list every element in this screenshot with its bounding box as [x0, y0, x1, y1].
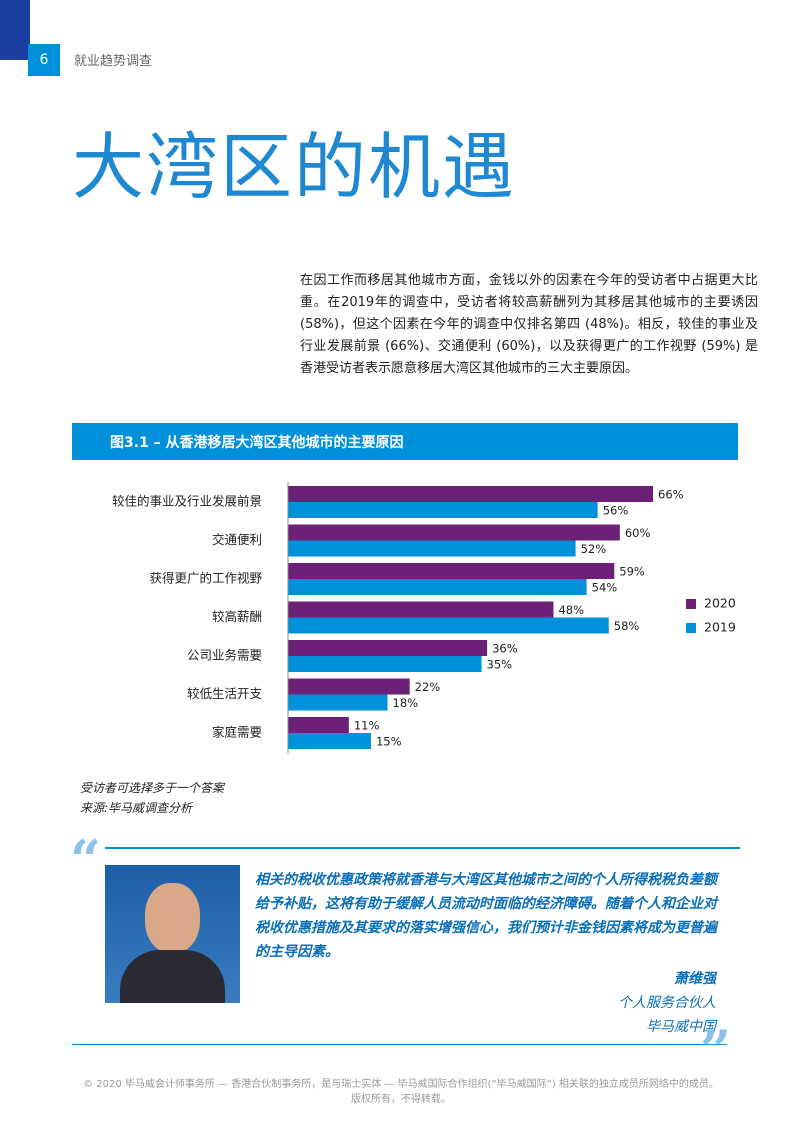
value-label: 15%: [376, 735, 402, 749]
value-label: 35%: [487, 658, 513, 672]
bar: [288, 540, 576, 557]
bar: [288, 524, 620, 541]
bar: [288, 733, 371, 749]
page-number: 6: [28, 44, 60, 76]
category-label: 公司业务需要: [187, 648, 262, 663]
legend-label: 2020: [704, 596, 736, 611]
value-label: 48%: [558, 603, 584, 617]
bar: [288, 579, 587, 595]
value-label: 18%: [393, 696, 419, 710]
bar: [288, 717, 349, 733]
value-label: 60%: [625, 526, 651, 540]
legend-swatch: [686, 599, 696, 609]
value-label: 58%: [614, 619, 640, 633]
value-label: 54%: [592, 581, 618, 595]
quote-text: 相关的税收优惠政策将就香港与大湾区其他城市之间的个人所得税税负差额给予补贴，这将…: [255, 872, 717, 960]
chart: 较佳的事业及行业发展前景 66% 56% 交通便利 60% 52% 获得更广的工作视野 59%…: [112, 482, 736, 754]
bar: [288, 694, 388, 711]
quote-mark: ”: [700, 1018, 732, 1082]
chart-title: 图3.1 – 从香港移居大湾区其他城市的主要原因: [110, 435, 404, 451]
bar: [288, 656, 482, 672]
quote-org: 毕马威中国: [646, 1019, 716, 1035]
page-title: 大湾区的机遇: [72, 125, 517, 209]
section-name: 就业趋势调查: [74, 54, 153, 69]
rule: [105, 847, 740, 849]
figure-banner: [72, 423, 738, 460]
value-label: 22%: [415, 680, 441, 694]
value-label: 56%: [603, 504, 629, 518]
bar: [288, 640, 488, 656]
body-text: 在因工作而移居其他城市方面，金钱以外的因素在今年的受访者中占据更大比重。在201…: [300, 273, 758, 376]
footer-line: 版权所有，不得转载。: [351, 1094, 451, 1105]
category-label: 交通便利: [212, 532, 262, 547]
value-label: 11%: [354, 719, 380, 733]
legend-swatch: [686, 623, 696, 633]
bar: [288, 601, 554, 618]
category-label: 较佳的事业及行业发展前景: [112, 494, 262, 509]
rule: [72, 1044, 727, 1045]
bar: [288, 486, 653, 502]
footer: © 2020 毕马威会计师事务所 — 香港合伙制事务所，是与瑞士实体 — 毕马威…: [40, 1077, 762, 1107]
value-label: 59%: [619, 565, 645, 579]
quote-mark: “: [70, 828, 102, 892]
value-label: 36%: [492, 642, 518, 656]
note: 受访者可选择多于一个答案: [80, 781, 225, 795]
portrait: [105, 865, 240, 1003]
bar: [288, 563, 615, 579]
quote-role: 个人服务合伙人: [618, 995, 716, 1011]
category-label: 较高薪酬: [212, 609, 262, 624]
category-label: 获得更广的工作视野: [149, 571, 262, 586]
value-label: 66%: [658, 488, 684, 502]
bar: [288, 678, 410, 695]
footer-line: © 2020 毕马威会计师事务所 — 香港合伙制事务所，是与瑞士实体 — 毕马威…: [83, 1079, 719, 1090]
category-label: 家庭需要: [212, 725, 262, 740]
note: 来源:毕马威调查分析: [80, 801, 193, 815]
bar: [288, 502, 598, 518]
legend-label: 2019: [704, 620, 736, 635]
corner-block: [0, 0, 30, 60]
value-label: 52%: [581, 542, 607, 556]
quote-name: 萧维强: [674, 971, 716, 987]
category-label: 较低生活开支: [187, 686, 263, 701]
bar: [288, 617, 609, 634]
